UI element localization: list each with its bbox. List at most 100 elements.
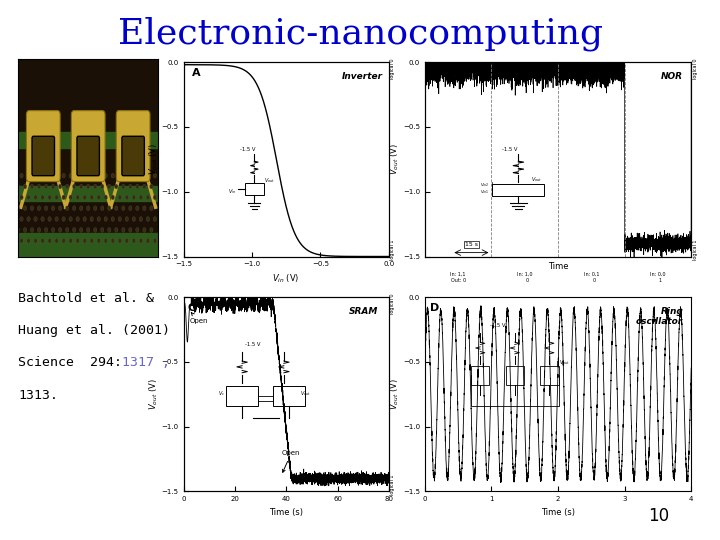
Circle shape xyxy=(143,184,146,189)
Circle shape xyxy=(66,206,69,211)
Circle shape xyxy=(41,173,44,178)
Text: -1.5 V: -1.5 V xyxy=(240,147,256,152)
Text: $V_{in2}$: $V_{in2}$ xyxy=(480,181,489,189)
Circle shape xyxy=(104,173,107,178)
Circle shape xyxy=(58,184,62,189)
Circle shape xyxy=(97,173,100,178)
Circle shape xyxy=(101,227,104,232)
X-axis label: Time (s): Time (s) xyxy=(541,508,575,517)
Circle shape xyxy=(139,238,143,243)
Text: Electronic-nanocomputing: Electronic-nanocomputing xyxy=(117,16,603,51)
Text: D: D xyxy=(430,303,439,313)
Circle shape xyxy=(125,195,128,200)
Circle shape xyxy=(101,184,104,189)
Circle shape xyxy=(30,184,34,189)
Circle shape xyxy=(94,206,97,211)
Circle shape xyxy=(62,238,66,243)
Circle shape xyxy=(118,173,122,178)
Circle shape xyxy=(118,195,122,200)
Circle shape xyxy=(104,217,107,221)
Text: 1317 ,: 1317 , xyxy=(122,356,170,369)
Circle shape xyxy=(132,173,135,178)
Text: A: A xyxy=(192,68,200,78)
Circle shape xyxy=(122,184,125,189)
Circle shape xyxy=(76,195,79,200)
Circle shape xyxy=(111,195,114,200)
X-axis label: Time: Time xyxy=(548,262,568,271)
Bar xyxy=(18,186,158,201)
Circle shape xyxy=(62,173,66,178)
Text: Inverter: Inverter xyxy=(341,72,382,81)
Text: $V_c$: $V_c$ xyxy=(218,389,225,398)
Circle shape xyxy=(118,217,122,221)
Text: Huang et al. (2001): Huang et al. (2001) xyxy=(18,324,170,337)
Bar xyxy=(540,366,559,384)
Circle shape xyxy=(104,238,107,243)
Text: Open: Open xyxy=(190,313,208,324)
Circle shape xyxy=(76,238,79,243)
Circle shape xyxy=(73,206,76,211)
Circle shape xyxy=(45,206,48,211)
FancyBboxPatch shape xyxy=(122,136,145,176)
Circle shape xyxy=(125,238,128,243)
Circle shape xyxy=(146,238,150,243)
Circle shape xyxy=(17,227,19,232)
Circle shape xyxy=(37,206,41,211)
Circle shape xyxy=(83,195,86,200)
FancyBboxPatch shape xyxy=(32,136,55,176)
Y-axis label: $V_{out}$ (V): $V_{out}$ (V) xyxy=(389,379,402,410)
Circle shape xyxy=(34,217,37,221)
Circle shape xyxy=(94,227,97,232)
Circle shape xyxy=(122,206,125,211)
Bar xyxy=(18,132,158,148)
Circle shape xyxy=(118,238,122,243)
Circle shape xyxy=(143,227,146,232)
Circle shape xyxy=(139,173,143,178)
Bar xyxy=(505,366,524,384)
Circle shape xyxy=(41,195,44,200)
Circle shape xyxy=(150,184,153,189)
Circle shape xyxy=(90,195,94,200)
Circle shape xyxy=(101,206,104,211)
FancyBboxPatch shape xyxy=(77,136,99,176)
Circle shape xyxy=(62,195,66,200)
Circle shape xyxy=(73,184,76,189)
Text: $V_{in1}$: $V_{in1}$ xyxy=(480,188,489,196)
Circle shape xyxy=(55,173,58,178)
Circle shape xyxy=(146,195,150,200)
Circle shape xyxy=(146,173,150,178)
Circle shape xyxy=(111,173,114,178)
Circle shape xyxy=(111,238,114,243)
Circle shape xyxy=(90,238,94,243)
Text: Bachtold et al. &: Bachtold et al. & xyxy=(18,292,154,305)
FancyBboxPatch shape xyxy=(27,111,60,181)
Circle shape xyxy=(20,217,23,221)
Circle shape xyxy=(132,217,135,221)
Circle shape xyxy=(27,173,30,178)
Circle shape xyxy=(135,206,139,211)
Circle shape xyxy=(69,173,72,178)
Circle shape xyxy=(90,173,94,178)
Circle shape xyxy=(34,173,37,178)
Circle shape xyxy=(69,217,72,221)
Circle shape xyxy=(48,217,51,221)
Text: $V_{out}$: $V_{out}$ xyxy=(531,175,542,184)
Circle shape xyxy=(153,217,156,221)
Circle shape xyxy=(129,184,132,189)
Circle shape xyxy=(66,227,69,232)
Circle shape xyxy=(27,195,30,200)
Text: $V_{in}$: $V_{in}$ xyxy=(228,187,236,195)
Circle shape xyxy=(86,206,90,211)
Text: 1313.: 1313. xyxy=(18,389,58,402)
Circle shape xyxy=(34,195,37,200)
Circle shape xyxy=(45,227,48,232)
Circle shape xyxy=(58,227,62,232)
Circle shape xyxy=(129,206,132,211)
Circle shape xyxy=(41,217,44,221)
Circle shape xyxy=(76,217,79,221)
Circle shape xyxy=(150,227,153,232)
Bar xyxy=(245,183,264,195)
Circle shape xyxy=(55,195,58,200)
Circle shape xyxy=(73,227,76,232)
Circle shape xyxy=(83,217,86,221)
